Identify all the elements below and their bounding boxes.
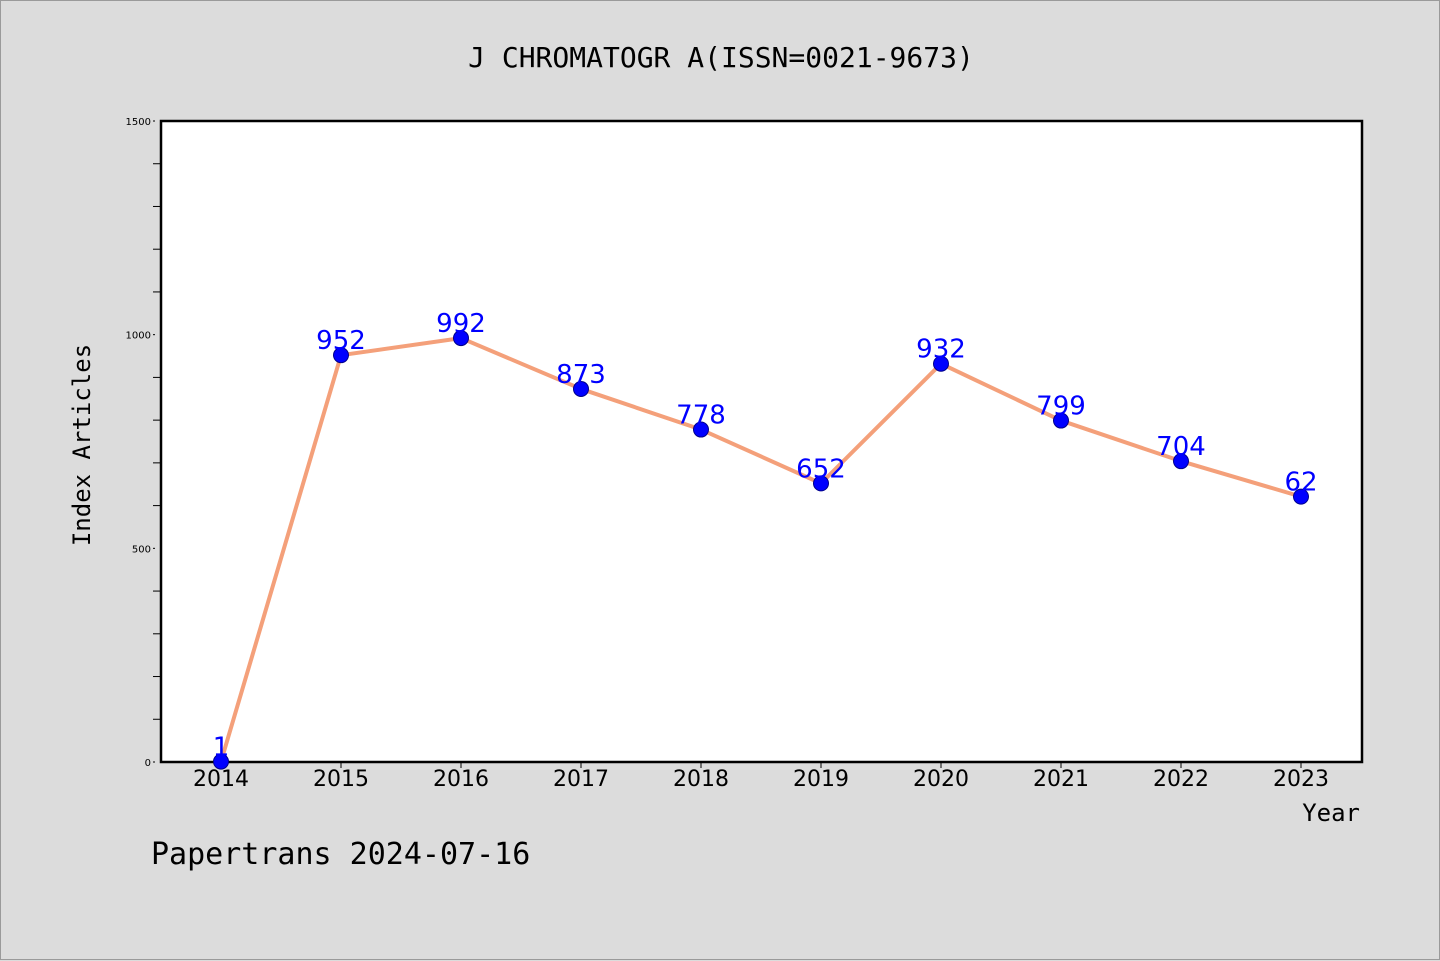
x-tick-label: 2017 xyxy=(553,767,609,792)
data-label: 704 xyxy=(1156,432,1206,462)
x-tick-label: 2021 xyxy=(1033,767,1089,792)
data-point xyxy=(813,475,829,492)
x-tick-label: 2022 xyxy=(1153,767,1209,792)
y-tick-label: 1500 xyxy=(126,117,151,128)
x-tick-label: 2014 xyxy=(193,767,249,792)
data-label: 652 xyxy=(796,454,846,484)
data-point xyxy=(213,753,229,770)
x-tick-label: 2020 xyxy=(913,767,969,792)
y-tick-label: 0 xyxy=(145,758,151,769)
data-point xyxy=(333,347,349,364)
x-axis: 2014 2015 2016 2017 2018 2019 2020 2021 2022 2023 xyxy=(193,762,1329,792)
x-tick-label: 2019 xyxy=(793,767,849,792)
data-point xyxy=(453,330,469,347)
data-point xyxy=(1053,412,1069,429)
data-point xyxy=(1293,488,1309,505)
data-point xyxy=(573,380,589,397)
y-tick-label: 1000 xyxy=(126,331,151,342)
data-point xyxy=(693,421,709,438)
plot-area xyxy=(159,119,1364,764)
x-tick-label: 2023 xyxy=(1273,767,1329,792)
data-point xyxy=(1173,453,1189,470)
y-axis: 0 500 1000 1500 xyxy=(126,117,161,769)
footer-watermark: Papertrans 2024-07-16 xyxy=(151,837,530,872)
x-tick-label: 2015 xyxy=(313,767,369,792)
chart-title: J CHROMATOGR A(ISSN=0021-9673) xyxy=(468,41,974,74)
data-label: 62 xyxy=(1284,468,1317,498)
data-label: 873 xyxy=(556,360,606,390)
data-label: 952 xyxy=(316,326,366,356)
x-tick-label: 2016 xyxy=(433,767,489,792)
data-label: 799 xyxy=(1036,392,1086,422)
data-label: 1 xyxy=(213,733,230,763)
x-axis-label: Year xyxy=(1302,799,1360,827)
data-label: 932 xyxy=(916,335,966,365)
y-tick-label: 500 xyxy=(132,544,151,555)
data-label: 992 xyxy=(436,309,486,339)
x-tick-label: 2018 xyxy=(673,767,729,792)
y-axis-label: Index Articles xyxy=(68,344,96,546)
series-layer: 1 952 992 873 778 652 932 799 704 62 xyxy=(213,309,1318,770)
data-point xyxy=(933,355,949,372)
data-label: 778 xyxy=(676,401,726,431)
series-line xyxy=(219,336,1303,764)
